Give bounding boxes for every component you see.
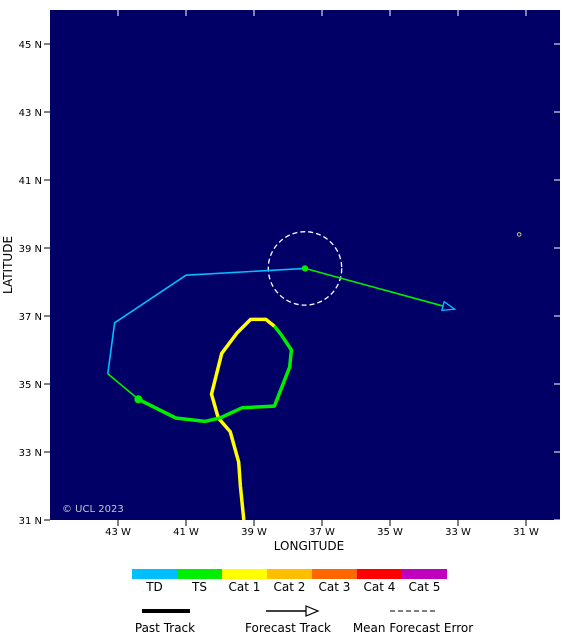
- forecast-arrow-icon: [266, 605, 320, 617]
- category-swatch-6: [402, 569, 447, 579]
- track-point-marker: [134, 395, 143, 404]
- past-track-legend: Past Track: [132, 604, 198, 635]
- legend: TD TS Cat 1 Cat 2 Cat 3 Cat 4 Cat 5 Past Track…: [0, 568, 580, 639]
- forecast-arrow-head: [440, 300, 457, 312]
- lat-tick-label: 35 N: [19, 380, 42, 391]
- track-map: 43 W 41 W 39 W 37 W 35 W 33 W 31 W 45 N 43 N 41 N…: [1, 10, 560, 553]
- forecast-track-legend: Forecast Track: [240, 604, 336, 635]
- lat-tick-label: 43 N: [19, 108, 42, 119]
- past-track-ts: [137, 325, 294, 424]
- lat-tick-label: 45 N: [19, 40, 42, 51]
- category-label-3: Cat 2: [273, 580, 306, 594]
- lon-tick-label: 39 W: [241, 527, 267, 538]
- mean-error-legend: Mean Forecast Error: [346, 604, 480, 635]
- lat-tick-label: 37 N: [19, 312, 42, 323]
- category-label-1: TS: [192, 580, 207, 594]
- category-label-5: Cat 4: [363, 580, 396, 594]
- category-labels: TD TS Cat 1 Cat 2 Cat 3 Cat 4 Cat 5: [132, 580, 447, 594]
- lat-tick-label: 31 N: [19, 516, 42, 527]
- lat-tick-label: 33 N: [19, 448, 42, 459]
- current-position-marker: [301, 265, 309, 272]
- lon-tick-label: 41 W: [173, 527, 199, 538]
- axis-ticks: 43 W 41 W 39 W 37 W 35 W 33 W 31 W 45 N 43 N 41 N…: [19, 10, 560, 538]
- x-axis-title: LONGITUDE: [274, 539, 344, 553]
- lat-tick-label: 39 N: [19, 244, 42, 255]
- lon-tick-label: 33 W: [445, 527, 471, 538]
- lon-tick-label: 37 W: [309, 527, 335, 538]
- lon-tick-label: 43 W: [105, 527, 131, 538]
- category-swatch-5: [357, 569, 402, 579]
- dashed-line-icon: [390, 610, 436, 612]
- y-axis-title: LATITUDE: [1, 236, 15, 294]
- past-track-line-icon: [142, 609, 190, 613]
- category-label-0: TD: [146, 580, 163, 594]
- category-swatch-1: [177, 569, 222, 579]
- category-swatch-2: [222, 569, 267, 579]
- category-label-4: Cat 3: [318, 580, 351, 594]
- forecast-track: [304, 267, 455, 310]
- category-label-6: Cat 5: [408, 580, 441, 594]
- category-swatch-3: [267, 569, 312, 579]
- lon-tick-label: 35 W: [377, 527, 403, 538]
- map-plot-area: [50, 10, 560, 520]
- forecast-error-circle: [267, 231, 343, 306]
- island-marker: [516, 232, 522, 237]
- forecast-track-label: Forecast Track: [245, 621, 331, 635]
- category-label-2: Cat 1: [228, 580, 261, 594]
- lat-tick-label: 41 N: [19, 176, 42, 187]
- copyright-text: © UCL 2023: [62, 504, 124, 515]
- past-track-ts-tail: [107, 373, 139, 400]
- category-color-bar: [132, 569, 447, 579]
- mean-error-label: Mean Forecast Error: [352, 621, 474, 635]
- past-track-label: Past Track: [134, 621, 196, 635]
- storm-tracks: [107, 231, 522, 521]
- category-swatch-0: [132, 569, 177, 579]
- lon-tick-label: 31 W: [513, 527, 539, 538]
- category-swatch-4: [312, 569, 357, 579]
- past-track-cat1: [209, 317, 276, 521]
- past-track-td: [107, 267, 306, 374]
